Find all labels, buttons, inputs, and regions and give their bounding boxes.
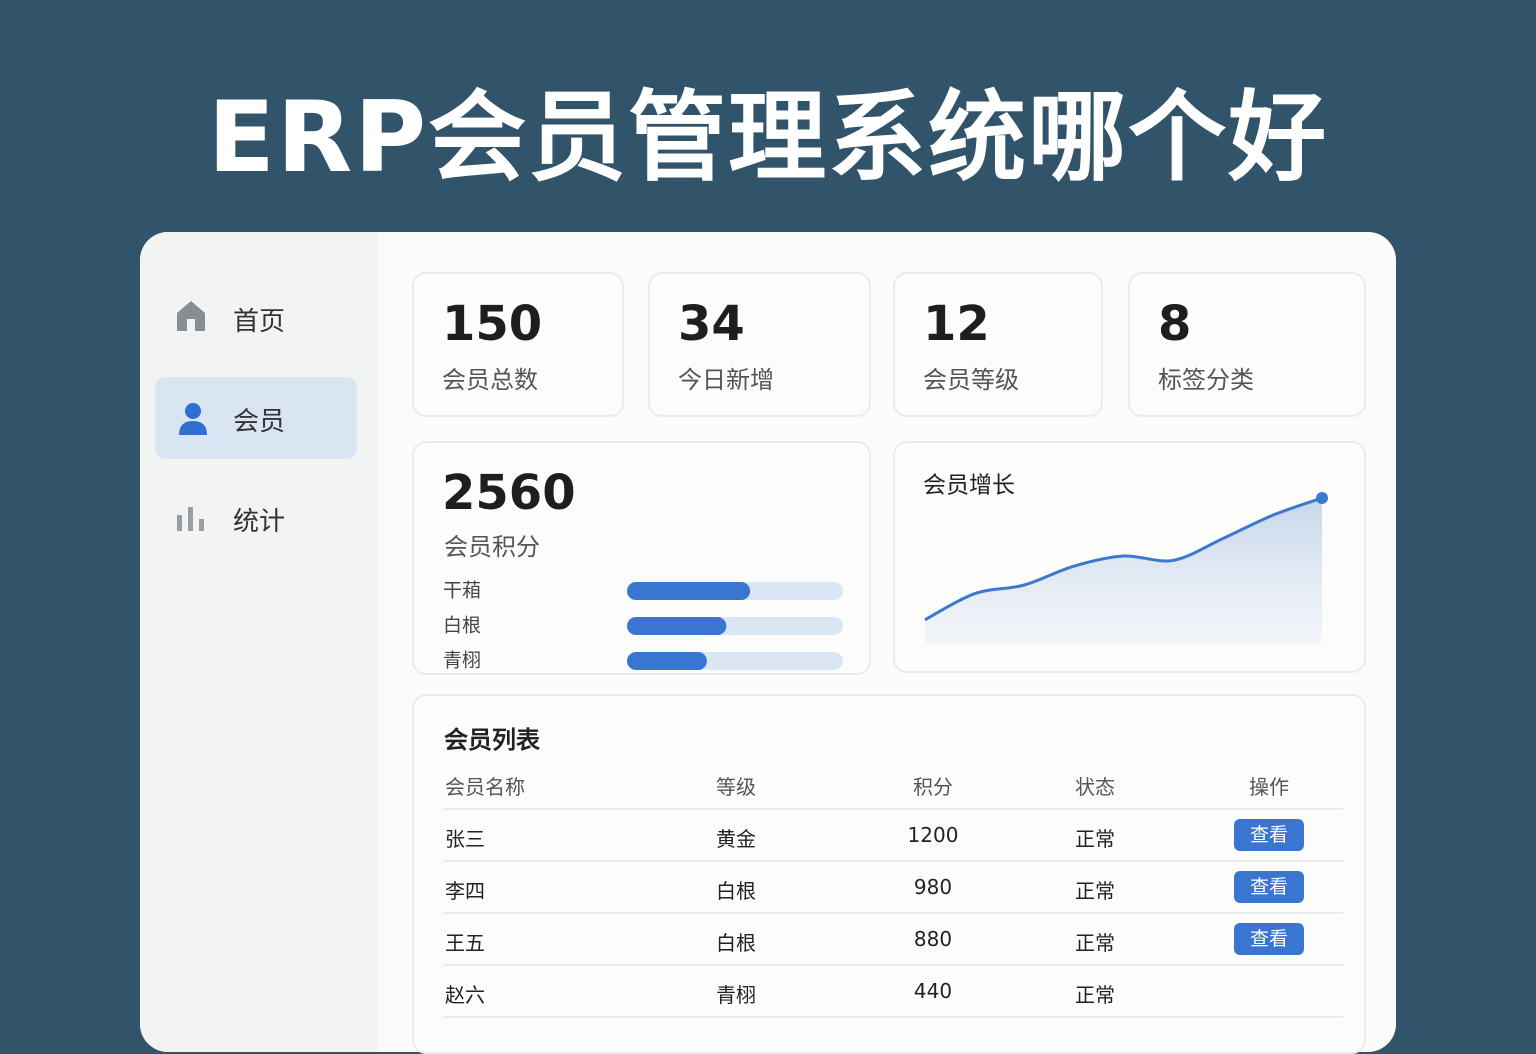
nav-label: 统计 — [233, 507, 286, 537]
stat-card: 8 标签分类 — [1128, 272, 1366, 417]
table-cell: 白根 — [716, 879, 756, 903]
column-header: 会员名称 — [445, 775, 525, 799]
table-cell: 880 — [913, 927, 953, 951]
sidebar: 首页 会员 统计 — [140, 232, 378, 1052]
stat-card: 150 会员总数 — [412, 272, 624, 417]
table-cell: 正常 — [1075, 983, 1115, 1007]
points-label: 会员积分 — [444, 533, 540, 561]
stats-icon — [177, 507, 204, 531]
table-cell: 青栩 — [716, 983, 756, 1007]
table-cell: 李四 — [445, 879, 485, 903]
table-cell: 黄金 — [716, 827, 756, 851]
column-header: 操作 — [1249, 775, 1289, 799]
nav-item[interactable]: 首页 — [155, 277, 357, 359]
points-card: 2560 会员积分 — [412, 441, 871, 675]
column-header: 积分 — [913, 775, 953, 799]
page: ERP会员管理系统哪个好 首页 会员 统计 150 会员总数 34 今日新增 1… — [140, 81, 1396, 1054]
view-button[interactable]: 查看 — [1234, 819, 1304, 851]
table-cell: 赵六 — [445, 983, 485, 1007]
stat-card: 34 今日新增 — [648, 272, 871, 417]
column-header: 等级 — [716, 775, 756, 799]
nav-label: 首页 — [233, 307, 286, 337]
stat-label: 今日新增 — [678, 366, 774, 394]
stat-value: 8 — [1158, 296, 1192, 352]
user-icon — [179, 403, 207, 435]
stat-value: 34 — [678, 296, 745, 352]
stat-label: 标签分类 — [1158, 366, 1254, 394]
home-icon — [177, 301, 205, 331]
nav-item[interactable]: 统计 — [155, 477, 357, 559]
table-cell: 正常 — [1075, 879, 1115, 903]
stat-label: 会员等级 — [923, 366, 1019, 394]
nav-label: 会员 — [233, 407, 286, 437]
points-value: 2560 — [442, 465, 576, 521]
stat-value: 150 — [442, 296, 543, 352]
table-cell: 1200 — [907, 823, 959, 847]
growth-card — [893, 441, 1366, 673]
stat-card: 12 会员等级 — [893, 272, 1103, 417]
table-cell: 白根 — [716, 931, 756, 955]
column-header: 状态 — [1075, 775, 1115, 799]
stat-value: 12 — [923, 296, 990, 352]
table-cell: 张三 — [445, 827, 485, 851]
page-title: ERP会员管理系统哪个好 — [207, 81, 1329, 195]
table-cell: 440 — [913, 979, 953, 1003]
view-button[interactable]: 查看 — [1234, 871, 1304, 903]
table-cell: 正常 — [1075, 827, 1115, 851]
table-cell: 980 — [913, 875, 953, 899]
table-cell: 王五 — [445, 931, 485, 955]
table-card: 会员列表 — [412, 694, 1366, 1054]
table-title: 会员列表 — [444, 726, 540, 754]
view-button[interactable]: 查看 — [1234, 923, 1304, 955]
nav-item-active[interactable]: 会员 — [155, 377, 357, 459]
stat-label: 会员总数 — [442, 366, 538, 394]
table-cell: 正常 — [1075, 931, 1115, 955]
